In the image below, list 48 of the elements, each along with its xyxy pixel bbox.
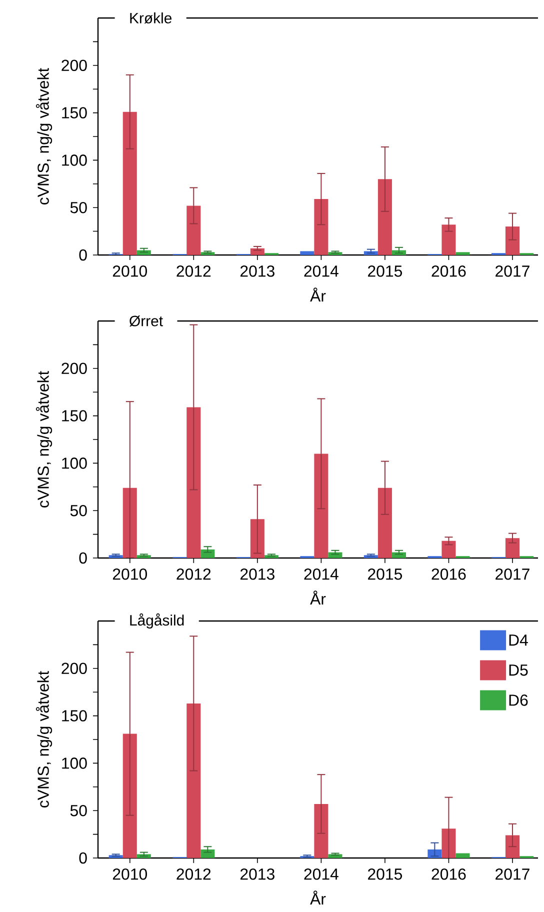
y-tick-label: 50 [70, 504, 87, 516]
x-axis-title: År [310, 288, 326, 302]
y-tick-label: 100 [62, 154, 87, 166]
y-axis-title: cVMS, ng/g våtvekt [36, 68, 52, 204]
y-tick-label: 0 [79, 852, 87, 864]
x-tick-label: 2017 [496, 568, 530, 580]
x-tick-label: 2012 [176, 266, 211, 277]
x-tick-label: 2013 [240, 868, 274, 880]
x-tick-label: 2012 [176, 868, 211, 880]
y-tick-label: 150 [62, 710, 87, 722]
y-tick-label: 150 [62, 107, 87, 118]
legend-label: D5 [509, 664, 528, 676]
x-tick-label: 2014 [304, 568, 338, 580]
y-tick-label: 200 [62, 362, 87, 374]
x-tick-label: 2017 [496, 266, 530, 277]
x-tick-label: 2015 [368, 568, 402, 580]
x-tick-label: 2016 [432, 868, 466, 880]
x-axis-title: År [310, 590, 326, 605]
x-tick-label: 2012 [176, 568, 211, 580]
y-tick-label: 0 [79, 249, 87, 261]
y-tick-label: 200 [62, 60, 87, 72]
legend-label: D4 [509, 634, 528, 646]
x-tick-label: 2015 [368, 868, 402, 880]
x-tick-label: 2010 [112, 568, 147, 580]
x-tick-label: 2013 [240, 266, 274, 277]
y-tick-label: 150 [62, 410, 87, 422]
y-tick-label: 100 [62, 758, 87, 769]
chart-title: Krøkle [130, 12, 172, 24]
x-tick-label: 2016 [432, 266, 466, 277]
y-tick-label: 100 [62, 458, 87, 469]
chart-title: Lågåsild [130, 613, 184, 629]
x-tick-label: 2016 [432, 568, 466, 580]
legend-label: D6 [509, 694, 528, 706]
y-axis-title: cVMS, ng/g våtvekt [36, 370, 52, 508]
x-axis-title: År [310, 890, 326, 905]
y-tick-label: 50 [70, 202, 87, 214]
chart-title: Ørret [130, 315, 163, 327]
y-tick-label: 0 [79, 552, 87, 564]
x-tick-label: 2015 [368, 266, 402, 277]
y-tick-label: 50 [70, 804, 87, 816]
y-axis-title: cVMS, ng/g våtvekt [36, 670, 52, 808]
x-tick-label: 2017 [496, 868, 530, 880]
x-tick-label: 2010 [112, 266, 147, 277]
x-tick-label: 2014 [304, 266, 338, 277]
x-tick-label: 2013 [240, 568, 274, 580]
x-tick-label: 2014 [304, 868, 338, 880]
x-tick-label: 2010 [112, 868, 147, 880]
y-tick-label: 200 [62, 662, 87, 674]
